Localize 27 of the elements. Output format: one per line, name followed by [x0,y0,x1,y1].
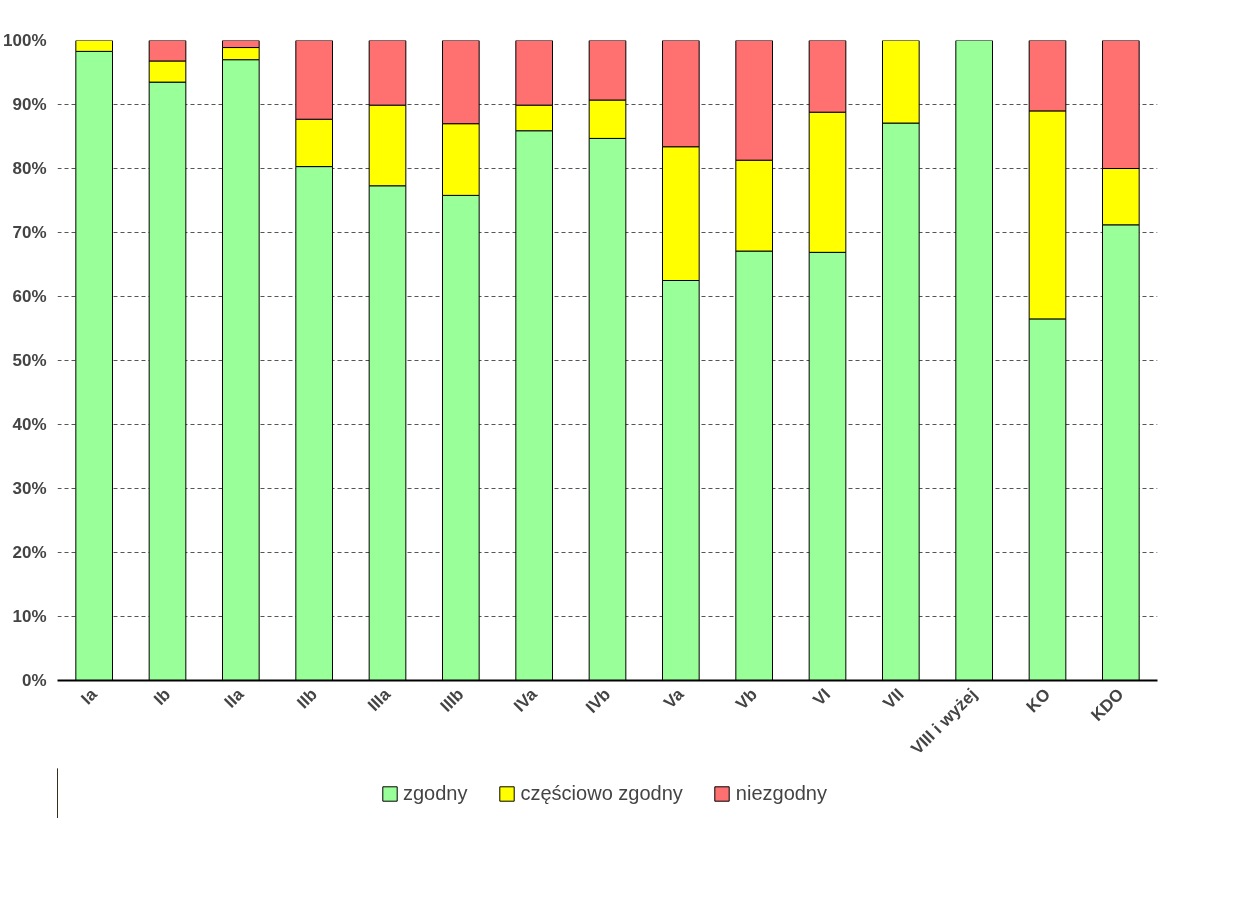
y-tick-label: 90% [12,95,47,114]
legend-label: niezgodny [735,781,827,805]
y-tick-label: 10% [12,607,47,626]
y-tick-label: 30% [12,479,47,498]
y-tick-label: 20% [12,543,47,562]
legend-label: częściowo zgodny [520,781,683,805]
x-tick-label: VI [809,684,835,710]
y-tick-label: 80% [12,159,47,178]
y-tick-label: 40% [12,415,47,434]
x-tick-label: VII [879,684,908,713]
x-tick-label: KO [1022,684,1055,717]
x-tick-label: Vb [732,684,761,714]
x-tick-label: IIb [293,684,321,713]
y-tick-label: 0% [21,671,47,690]
x-tick-label: Ia [77,684,102,709]
y-tick-label: 50% [12,351,47,370]
x-tick-label: IIa [220,684,248,712]
x-tick-label: Va [660,684,688,713]
y-tick-label: 70% [12,223,47,242]
x-tick-label: IVa [510,684,542,716]
y-tick-label: 100% [3,31,47,50]
x-tick-label: Ib [150,684,175,709]
y-tick-label: 60% [12,287,47,306]
legend-label: zgodny [403,781,468,805]
x-tick-label: IVb [582,684,615,717]
x-tick-label: IIIb [436,684,468,716]
x-tick-label: IIIa [364,684,395,715]
